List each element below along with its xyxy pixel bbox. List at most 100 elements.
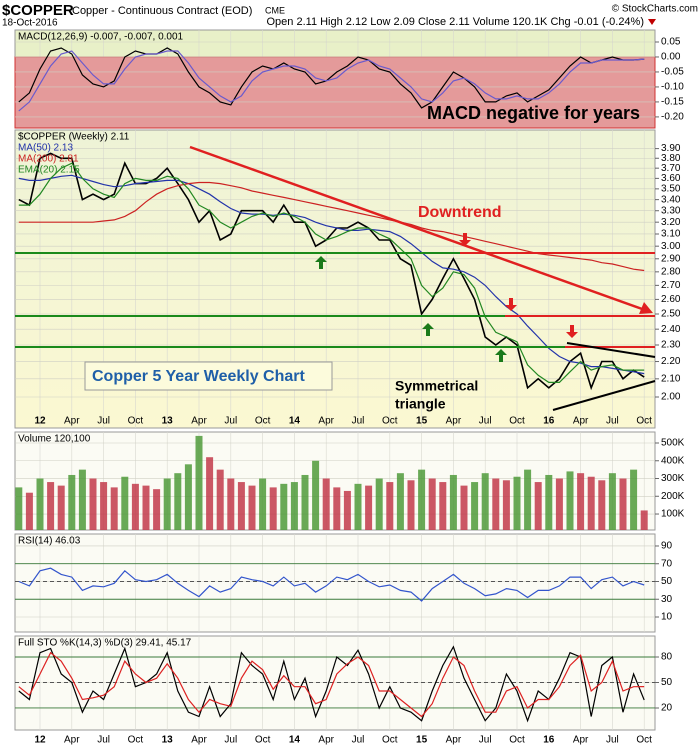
volume-bar — [174, 473, 182, 530]
x-tick-label: 14 — [289, 735, 301, 746]
x-tick-label: 16 — [543, 735, 555, 746]
volume-bar — [206, 457, 214, 530]
y-tick-label: 0.00 — [661, 52, 681, 63]
volume-bar — [25, 492, 33, 530]
x-tick-label: Apr — [318, 416, 334, 427]
series-line — [18, 645, 645, 723]
date: 18-Oct-2016 — [2, 18, 58, 29]
y-tick-label: 2.40 — [661, 324, 681, 335]
y-tick-label: 500K — [661, 438, 685, 449]
triangle-label: Symmetrical — [395, 378, 478, 394]
y-tick-label: 80 — [661, 652, 673, 663]
x-tick-label: Oct — [255, 416, 271, 427]
instrument-name: Copper - Continuous Contract (EOD) — [72, 5, 252, 17]
legend-entry: $COPPER (Weekly) 2.11 — [18, 132, 130, 143]
volume-bar — [481, 473, 489, 530]
x-tick-label: Jul — [479, 735, 492, 746]
volume-bar — [216, 469, 224, 530]
legend-entry: MA(200) 2.81 — [18, 154, 79, 165]
x-tick-label: 14 — [289, 416, 301, 427]
panel-legend: RSI(14) 46.03 — [18, 536, 81, 547]
volume-bar — [630, 469, 638, 530]
volume-bar — [449, 474, 457, 530]
x-tick-label: Jul — [224, 735, 237, 746]
series-line — [18, 651, 645, 718]
x-tick-label: Jul — [97, 416, 110, 427]
y-tick-label: 2.30 — [661, 340, 681, 351]
volume-bar — [153, 489, 161, 530]
x-tick-label: Oct — [509, 735, 525, 746]
volume-bar — [322, 478, 330, 530]
x-tick-label: Apr — [318, 735, 334, 746]
x-tick-label: Jul — [97, 735, 110, 746]
volume-bar — [492, 478, 500, 530]
volume-bar — [110, 487, 118, 530]
volume-bar — [237, 482, 245, 530]
volume-bar — [471, 482, 479, 530]
y-tick-label: 3.50 — [661, 183, 681, 194]
x-tick-label: Apr — [191, 735, 207, 746]
volume-bar — [301, 474, 309, 530]
y-tick-label: 2.50 — [661, 309, 681, 320]
volume-bar — [343, 490, 351, 530]
sto-panel — [14, 635, 656, 731]
volume-bar — [78, 469, 86, 530]
volume-bar — [619, 478, 627, 530]
x-tick-label: Apr — [573, 735, 589, 746]
buy-arrow — [422, 323, 434, 336]
x-tick-label: Apr — [64, 735, 80, 746]
y-tick-label: 20 — [661, 703, 673, 714]
volume-bar — [439, 482, 447, 530]
y-tick-label: 200K — [661, 491, 685, 502]
legend-entry: MA(50) 2.13 — [18, 143, 73, 154]
volume-bar — [534, 482, 542, 530]
quote: Open 2.11 High 2.12 Low 2.09 Close 2.11 … — [267, 16, 645, 28]
volume-bar — [121, 476, 129, 530]
x-tick-label: Oct — [128, 735, 144, 746]
volume-bar — [195, 435, 203, 530]
y-tick-label: 0.05 — [661, 37, 681, 48]
exchange: CME — [265, 5, 285, 15]
y-tick-label: -0.20 — [661, 112, 684, 123]
volume-bar — [608, 473, 616, 530]
y-tick-label: 3.60 — [661, 173, 681, 184]
volume-bar — [312, 460, 320, 530]
panel-legend: Full STO %K(14,3) %D(3) 29.41, 45.17 — [18, 638, 192, 649]
volume-bar — [269, 487, 277, 530]
x-tick-label: Oct — [636, 735, 652, 746]
volume-bar — [227, 478, 235, 530]
y-tick-label: 2.80 — [661, 266, 681, 277]
volume-bar — [524, 469, 532, 530]
panel-legend: Volume 120,100 — [18, 434, 91, 445]
y-tick-label: 300K — [661, 473, 685, 484]
volume-bar — [89, 478, 97, 530]
y-tick-label: 3.80 — [661, 153, 681, 164]
volume-bar — [36, 478, 44, 530]
y-tick-label: 3.30 — [661, 205, 681, 216]
x-tick-label: Jul — [352, 735, 365, 746]
triangle-upper — [566, 342, 656, 358]
x-tick-label: Oct — [382, 735, 398, 746]
x-tick-label: Jul — [479, 416, 492, 427]
x-tick-label: Apr — [446, 735, 462, 746]
annotations — [15, 145, 656, 411]
title-box-text: Copper 5 Year Weekly Chart — [92, 368, 306, 385]
plot-layer: 0.05 0.00 -0.05 -0.10 -0.15 -0.20 MACD(12,26,9… — [14, 30, 685, 746]
triangle-lower — [552, 380, 656, 411]
y-tick-label: 100K — [661, 509, 685, 520]
y-tick-label: 2.10 — [661, 373, 681, 384]
x-tick-label: 13 — [162, 735, 174, 746]
y-tick-label: -0.10 — [661, 82, 684, 93]
x-tick-label: Jul — [606, 735, 619, 746]
x-tick-label: Jul — [606, 416, 619, 427]
macd-annotation: MACD negative for years — [427, 103, 640, 123]
title-box — [84, 361, 333, 391]
panel-legend: MACD(12,26,9) -0.007, -0.007, 0.001 — [18, 32, 184, 43]
volume-bar — [259, 478, 267, 530]
sell-arrow — [566, 325, 578, 338]
watermark: © StockCharts.com — [612, 4, 698, 15]
x-tick-label: Jul — [224, 416, 237, 427]
volume-bar — [68, 474, 76, 530]
